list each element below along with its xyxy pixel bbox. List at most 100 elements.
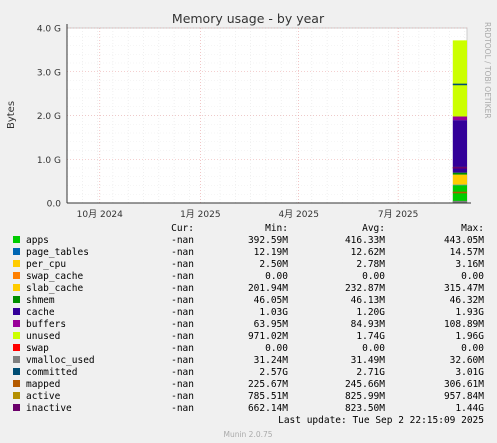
legend-swatch <box>13 344 20 351</box>
legend-value: 31.24M <box>254 355 289 366</box>
legend-value: -nan <box>171 355 194 366</box>
legend-value: -nan <box>171 283 194 294</box>
legend-value: 785.51M <box>248 391 288 402</box>
legend-value: -nan <box>171 259 194 270</box>
legend-value: 201.94M <box>248 283 288 294</box>
legend-swatch <box>13 380 20 387</box>
legend-value: 315.47M <box>444 283 484 294</box>
legend: Cur: Min: Avg: Max: apps -nan 392.59M 416.33M 44… <box>13 223 484 414</box>
area-buffers <box>452 116 467 121</box>
legend-header: Min: <box>265 223 288 234</box>
legend-name: apps <box>26 235 49 246</box>
legend-value: -nan <box>171 331 194 342</box>
legend-value: -nan <box>171 271 194 282</box>
legend-value: 0.00 <box>362 343 385 354</box>
legend-swatch <box>13 320 20 327</box>
legend-value: 0.00 <box>265 343 288 354</box>
legend-name: shmem <box>26 295 55 306</box>
legend-value: 957.84M <box>444 391 484 402</box>
legend-value: 0.00 <box>461 343 484 354</box>
legend-swatch <box>13 248 20 255</box>
legend-value: 3.01G <box>455 367 484 378</box>
legend-value: 2.78M <box>356 259 385 270</box>
area-page_tables <box>452 184 467 186</box>
area-unused <box>452 40 467 117</box>
legend-name: unused <box>26 331 60 342</box>
legend-value: 3.16M <box>455 259 484 270</box>
legend-value: 1.74G <box>356 331 385 342</box>
legend-name: vmalloc_used <box>26 355 95 366</box>
legend-swatch <box>13 260 20 267</box>
legend-value: 12.62M <box>351 247 386 258</box>
area-apps <box>452 185 467 203</box>
legend-header: Cur: <box>171 223 194 234</box>
legend-swatch <box>13 368 20 375</box>
legend-swatch <box>13 284 20 291</box>
last-update: Last update: Tue Sep 2 22:15:09 2025 <box>278 415 484 426</box>
legend-swatch <box>13 392 20 399</box>
legend-value: 2.50M <box>259 259 288 270</box>
legend-header: Avg: <box>362 223 385 234</box>
y-tick-label: 4.0 G <box>37 25 61 35</box>
y-tick-label: 1.0 G <box>37 156 61 166</box>
legend-swatch <box>13 404 20 411</box>
legend-value: -nan <box>171 343 194 354</box>
legend-value: 46.32M <box>450 295 485 306</box>
legend-value: 1.20G <box>356 307 385 318</box>
legend-value: 2.71G <box>356 367 385 378</box>
legend-name: cache <box>26 307 55 318</box>
area-cache <box>452 120 467 173</box>
y-axis-label: Bytes <box>6 101 17 129</box>
legend-value: 662.14M <box>248 403 288 414</box>
legend-value: 2.57G <box>259 367 288 378</box>
legend-value: -nan <box>171 235 194 246</box>
legend-value: -nan <box>171 319 194 330</box>
legend-swatch <box>13 332 20 339</box>
legend-value: 108.89M <box>444 319 484 330</box>
legend-name: buffers <box>26 319 66 330</box>
legend-swatch <box>13 236 20 243</box>
legend-value: 392.59M <box>248 235 288 246</box>
legend-value: 825.99M <box>345 391 385 402</box>
legend-value: 1.96G <box>455 331 484 342</box>
legend-value: -nan <box>171 307 194 318</box>
legend-value: 1.93G <box>455 307 484 318</box>
legend-value: 12.19M <box>254 247 289 258</box>
legend-value: 443.05M <box>444 235 484 246</box>
legend-value: -nan <box>171 403 194 414</box>
legend-name: committed <box>26 367 77 378</box>
legend-value: -nan <box>171 391 194 402</box>
plot-series <box>452 40 467 203</box>
x-tick-label: 1月 2025 <box>180 209 221 220</box>
legend-value: 84.93M <box>351 319 386 330</box>
area-shmem <box>452 172 467 175</box>
legend-value: 232.87M <box>345 283 385 294</box>
legend-value: 14.57M <box>450 247 485 258</box>
legend-swatch <box>13 272 20 279</box>
legend-value: 971.02M <box>248 331 288 342</box>
legend-value: -nan <box>171 295 194 306</box>
legend-value: 245.66M <box>345 379 385 390</box>
chart-title: Memory usage - by year <box>172 11 325 26</box>
legend-value: 63.95M <box>254 319 289 330</box>
legend-name: per_cpu <box>26 259 66 270</box>
legend-value: 46.13M <box>351 295 386 306</box>
legend-name: active <box>26 391 61 402</box>
legend-name: swap <box>26 343 49 354</box>
legend-name: page_tables <box>26 247 89 258</box>
legend-value: -nan <box>171 247 194 258</box>
legend-swatch <box>13 308 20 315</box>
legend-value: 46.05M <box>254 295 289 306</box>
x-tick-label: 7月 2025 <box>378 209 419 220</box>
legend-value: 225.67M <box>248 379 288 390</box>
legend-value: -nan <box>171 379 194 390</box>
x-tick-label: 10月 2024 <box>77 209 123 220</box>
legend-value: 306.61M <box>444 379 484 390</box>
legend-name: slab_cache <box>26 283 83 294</box>
area-slab_cache <box>452 174 467 185</box>
legend-swatch <box>13 356 20 363</box>
legend-value: 416.33M <box>345 235 385 246</box>
legend-value: 31.49M <box>351 355 386 366</box>
legend-swatch <box>13 296 20 303</box>
